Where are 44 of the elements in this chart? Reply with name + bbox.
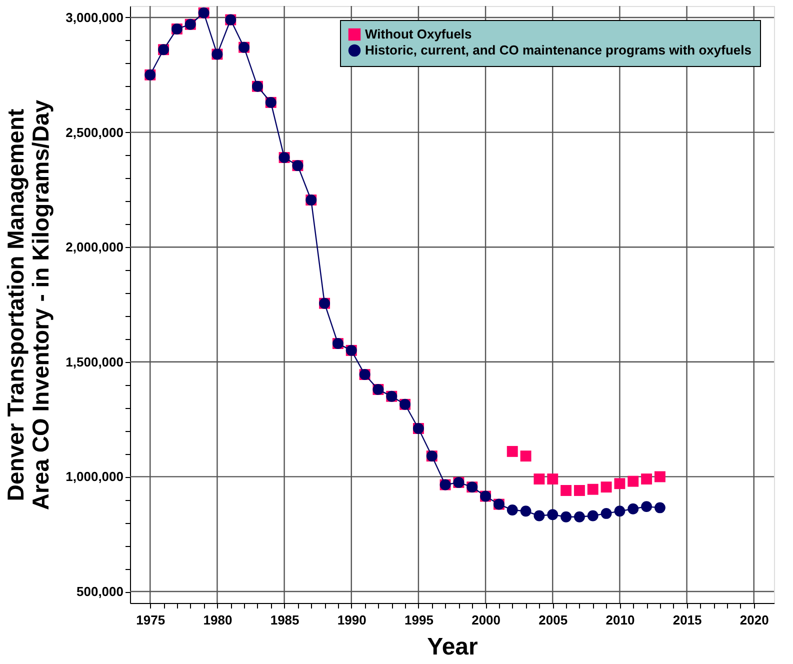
point — [600, 482, 612, 493]
point — [534, 474, 545, 484]
point — [520, 506, 532, 517]
point — [654, 471, 666, 482]
point — [534, 510, 545, 522]
x-tick-label: 2015 — [672, 612, 702, 628]
y-tick-label: 1,500,000 — [66, 354, 124, 370]
x-tick-label: 1975 — [136, 612, 166, 628]
point — [641, 474, 652, 484]
x-tick-label: 2020 — [740, 612, 769, 628]
y-tick-label: 3,000,000 — [66, 10, 124, 25]
point — [614, 506, 626, 517]
point — [506, 446, 518, 457]
point — [628, 503, 639, 514]
point — [506, 504, 518, 516]
point — [654, 502, 666, 514]
point — [587, 510, 598, 522]
x-tick-label: 1990 — [337, 612, 366, 628]
point — [614, 478, 626, 490]
point — [587, 484, 598, 495]
y-tick-label: 2,500,000 — [66, 124, 124, 140]
point — [520, 450, 532, 462]
x-axis-title: Year — [427, 634, 478, 660]
x-tick-label: 1985 — [270, 612, 300, 628]
y-tick-label: 2,000,000 — [66, 240, 124, 255]
point — [547, 509, 558, 520]
x-tick-label: 2010 — [606, 612, 635, 628]
x-tick-label: 1995 — [404, 612, 434, 628]
point — [574, 511, 585, 522]
x-tick-label: 2000 — [472, 612, 501, 628]
legend-label: Historic, current, and CO maintenance programs with oxyfuels — [365, 42, 752, 58]
x-tick-label: 2005 — [538, 612, 568, 628]
y-tick-label: 1,000,000 — [66, 469, 124, 484]
point — [560, 511, 572, 522]
point — [560, 485, 572, 496]
x-tick-label: 1980 — [203, 612, 232, 628]
legend-label: Without Oxyfuels — [365, 26, 472, 42]
y-tick-label: 500,000 — [76, 584, 124, 600]
point — [641, 501, 652, 512]
point — [628, 476, 639, 487]
point — [600, 508, 612, 519]
point — [547, 474, 558, 484]
point — [574, 485, 585, 496]
y-axis-title: Denver Transportation Management Area CO Inventory - in Kilograms/Day — [2, 100, 54, 510]
